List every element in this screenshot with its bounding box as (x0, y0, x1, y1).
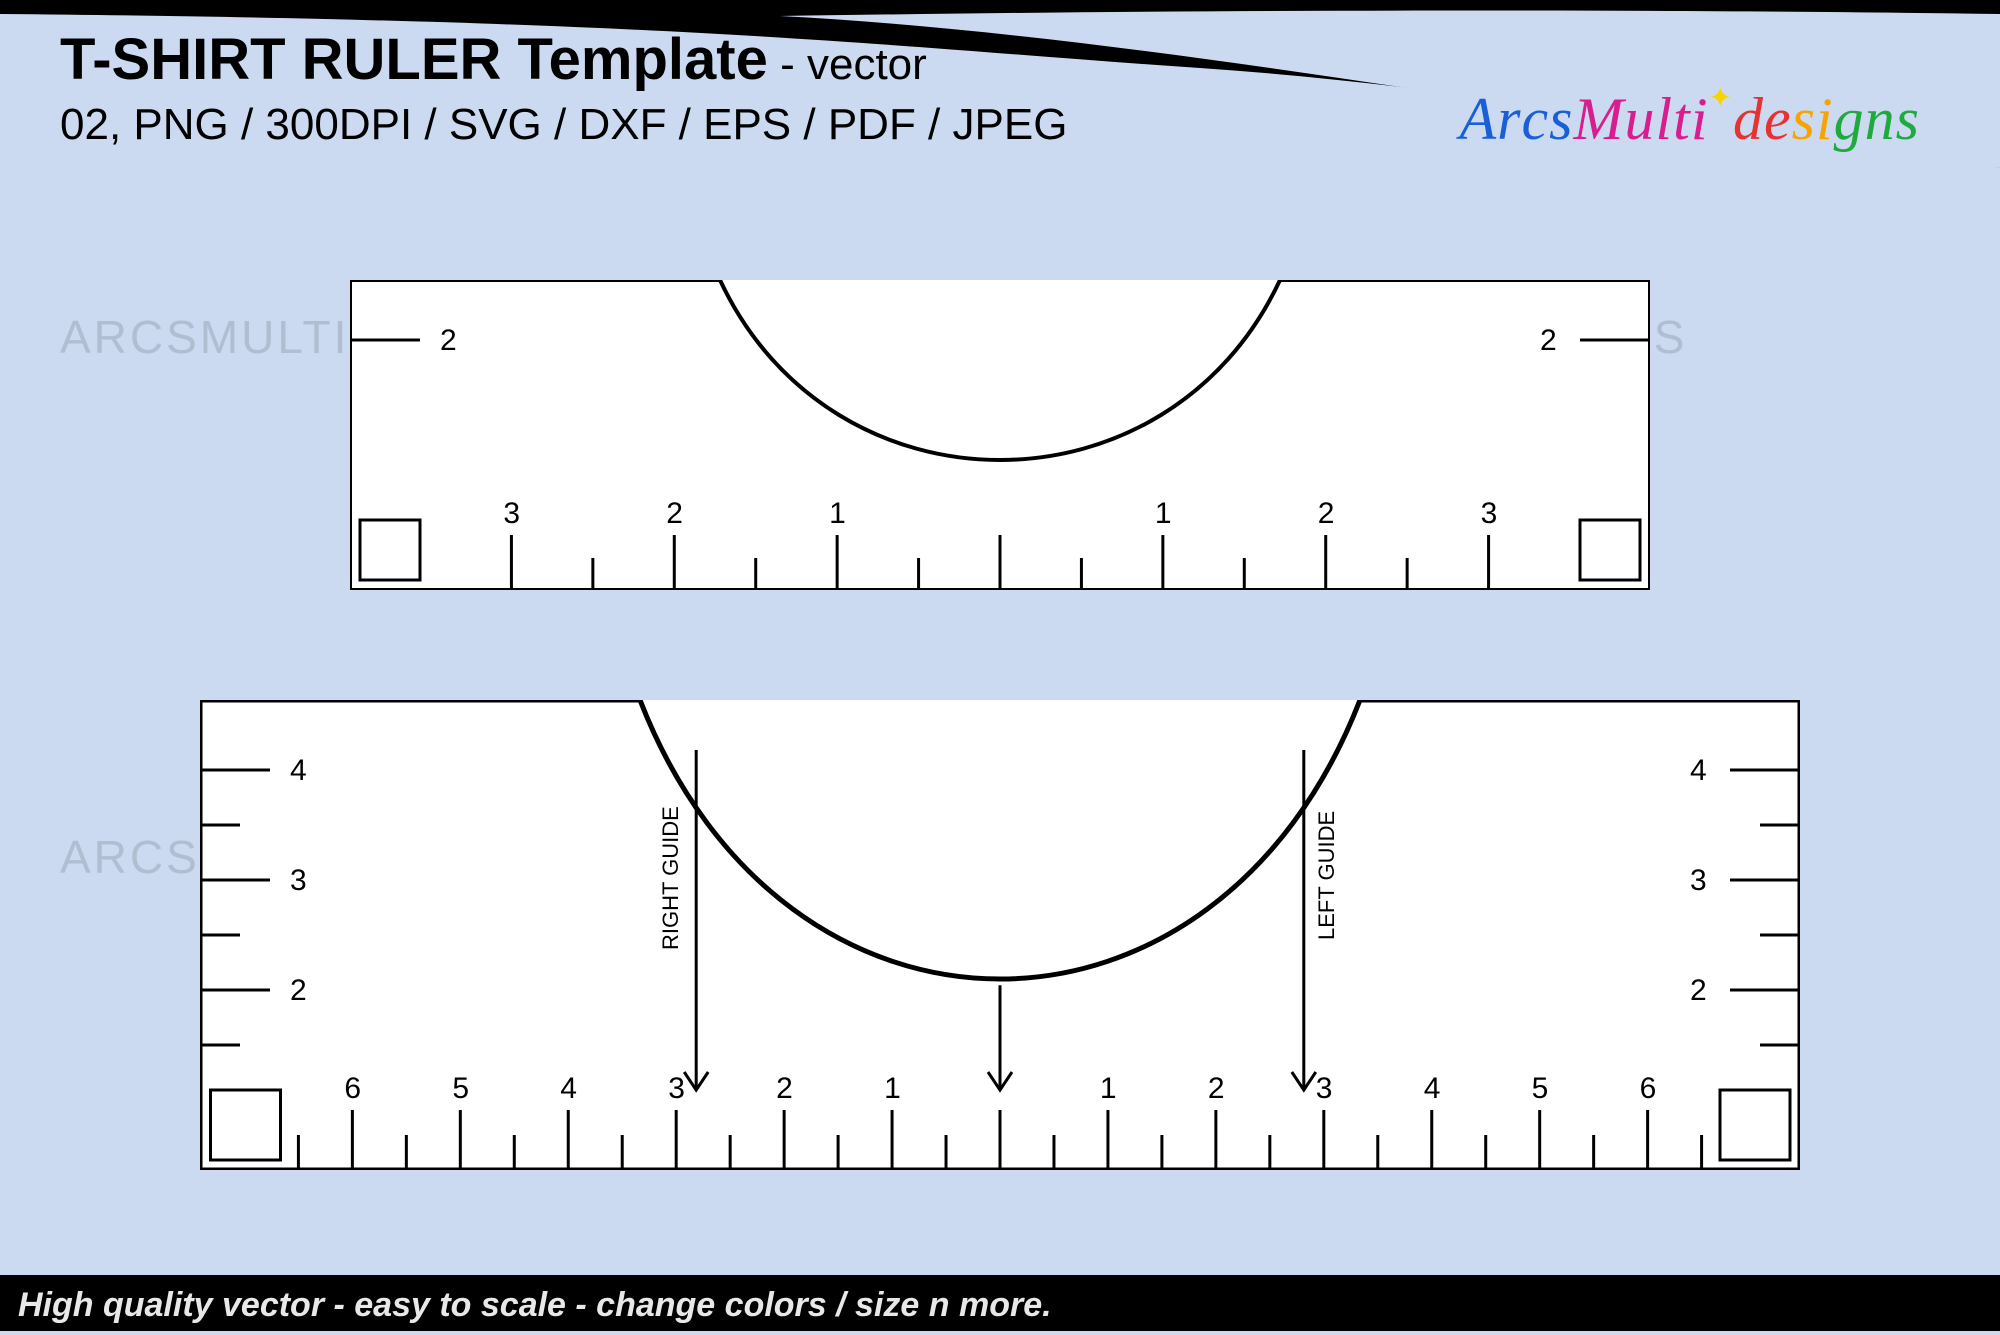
svg-text:LEFT GUIDE: LEFT GUIDE (1314, 811, 1339, 940)
ruler-svg: 2 2 1 1 2 2 3 3 (350, 280, 1650, 590)
svg-text:4: 4 (1690, 754, 1707, 787)
svg-text:2: 2 (440, 324, 457, 357)
svg-text:3: 3 (668, 1072, 685, 1105)
svg-text:1: 1 (884, 1072, 901, 1105)
svg-text:1: 1 (1155, 497, 1172, 530)
svg-text:3: 3 (1690, 864, 1707, 897)
svg-text:3: 3 (290, 864, 307, 897)
svg-text:3: 3 (1481, 497, 1498, 530)
svg-text:3: 3 (503, 497, 520, 530)
svg-text:6: 6 (344, 1072, 361, 1105)
svg-text:5: 5 (452, 1072, 469, 1105)
svg-text:4: 4 (560, 1072, 577, 1105)
brand-logo: ArcsMulti✦designs (1459, 85, 1920, 154)
ruler-svg: 4 4 3 3 2 2 1 1 2 2 3 3 4 4 5 5 6 6 RIGHT GUIDE LEFT GUIDE (200, 700, 1800, 1170)
title: T-SHIRT RULER Template - vector (60, 26, 927, 93)
svg-text:RIGHT GUIDE: RIGHT GUIDE (658, 806, 683, 950)
svg-text:1: 1 (829, 497, 846, 530)
svg-text:4: 4 (290, 754, 307, 787)
ruler-small: 2 2 1 1 2 2 3 3 (350, 280, 1650, 590)
svg-text:2: 2 (1208, 1072, 1225, 1105)
title-suffix: - vector (768, 40, 927, 89)
svg-text:6: 6 (1640, 1072, 1657, 1105)
svg-text:2: 2 (666, 497, 683, 530)
svg-text:1: 1 (1100, 1072, 1117, 1105)
svg-text:2: 2 (1690, 974, 1707, 1007)
header-band: T-SHIRT RULER Template - vector 02, PNG … (0, 0, 2000, 168)
svg-text:5: 5 (1532, 1072, 1549, 1105)
svg-text:2: 2 (776, 1072, 793, 1105)
svg-text:3: 3 (1316, 1072, 1333, 1105)
svg-text:2: 2 (290, 974, 307, 1007)
svg-text:2: 2 (1540, 324, 1557, 357)
title-main: T-SHIRT RULER Template (60, 27, 768, 92)
footer-bar: High quality vector - easy to scale - ch… (0, 1275, 2000, 1331)
footer-text: High quality vector - easy to scale - ch… (18, 1286, 1052, 1324)
svg-text:2: 2 (1318, 497, 1335, 530)
formats-line: 02, PNG / 300DPI / SVG / DXF / EPS / PDF… (60, 100, 1067, 150)
brand-star-icon: ✦ (1709, 81, 1733, 115)
ruler-large: 4 4 3 3 2 2 1 1 2 2 3 3 4 4 5 5 6 6 RIGHT GUIDE LEFT GUIDE (200, 700, 1800, 1170)
svg-text:4: 4 (1424, 1072, 1441, 1105)
